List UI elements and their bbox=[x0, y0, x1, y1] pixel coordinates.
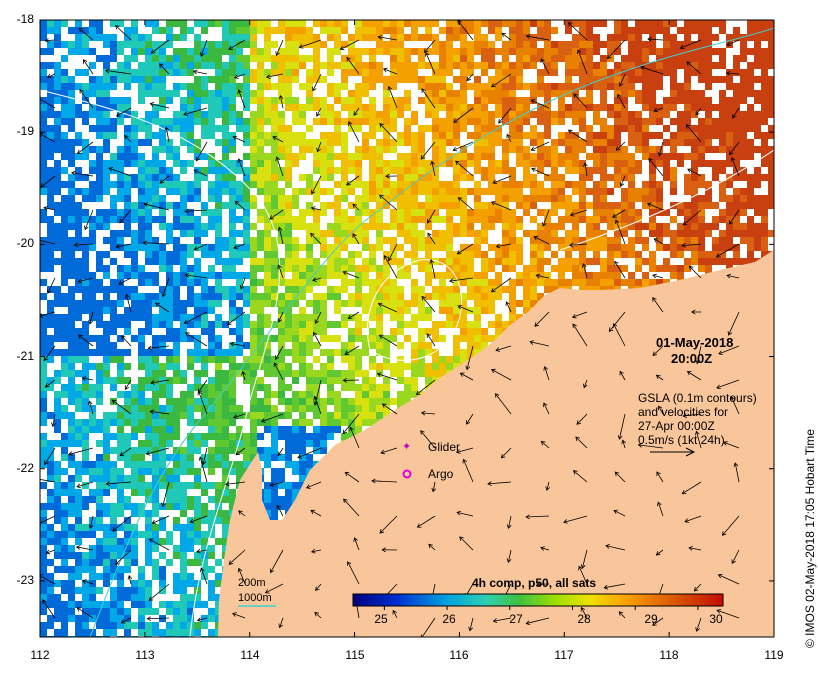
velocity-arrow bbox=[194, 70, 207, 74]
y-tick-label: -18 bbox=[0, 12, 34, 26]
map-date: 01-May-2018 bbox=[656, 335, 733, 350]
imos-credit: © IMOS 02-May-2018 17:05 Hobart Time bbox=[803, 429, 817, 648]
gsla-line-3: 27-Apr 00:00Z bbox=[638, 419, 715, 433]
x-tick-label: 113 bbox=[125, 648, 165, 662]
velocity-arrow bbox=[46, 550, 55, 554]
x-tick-label: 117 bbox=[544, 648, 584, 662]
gsla-line-4: 0.5m/s (1kt 24h) bbox=[638, 433, 725, 447]
colorbar-tick-label: 28 bbox=[569, 612, 599, 626]
colorbar-title: 4h comp, p50, all sats bbox=[472, 576, 596, 590]
colorbar-tick-label: 29 bbox=[636, 612, 666, 626]
y-tick-label: -22 bbox=[0, 461, 34, 475]
map-time: 20:00Z bbox=[671, 351, 712, 366]
colorbar-tick-label: 30 bbox=[701, 612, 731, 626]
y-tick-label: -23 bbox=[0, 573, 34, 587]
colorbar-tick-label: 25 bbox=[366, 612, 396, 626]
y-tick-label: -21 bbox=[0, 349, 34, 363]
y-tick-label: -19 bbox=[0, 124, 34, 138]
argo-legend-label: Argo bbox=[428, 467, 453, 481]
colorbar bbox=[353, 594, 723, 606]
colorbar-tick-label: 27 bbox=[501, 612, 531, 626]
depth-1000m-label: 1000m bbox=[238, 592, 272, 604]
y-tick-label: -20 bbox=[0, 236, 34, 250]
x-tick-label: 118 bbox=[649, 648, 689, 662]
velocity-arrow bbox=[653, 274, 663, 278]
x-tick-label: 115 bbox=[335, 648, 375, 662]
glider-legend-label: Glider bbox=[428, 440, 460, 454]
x-tick-label: 112 bbox=[20, 648, 60, 662]
x-tick-label: 119 bbox=[754, 648, 794, 662]
gsla-line-1: GSLA (0.1m contours) bbox=[638, 391, 757, 405]
gsla-line-2: and velocities for bbox=[638, 405, 728, 419]
x-tick-label: 114 bbox=[230, 648, 270, 662]
x-tick-label: 116 bbox=[439, 648, 479, 662]
depth-200m-label: 200m bbox=[238, 577, 266, 589]
glider-marker-icon: ✦ bbox=[402, 441, 411, 453]
colorbar-tick-label: 26 bbox=[434, 612, 464, 626]
